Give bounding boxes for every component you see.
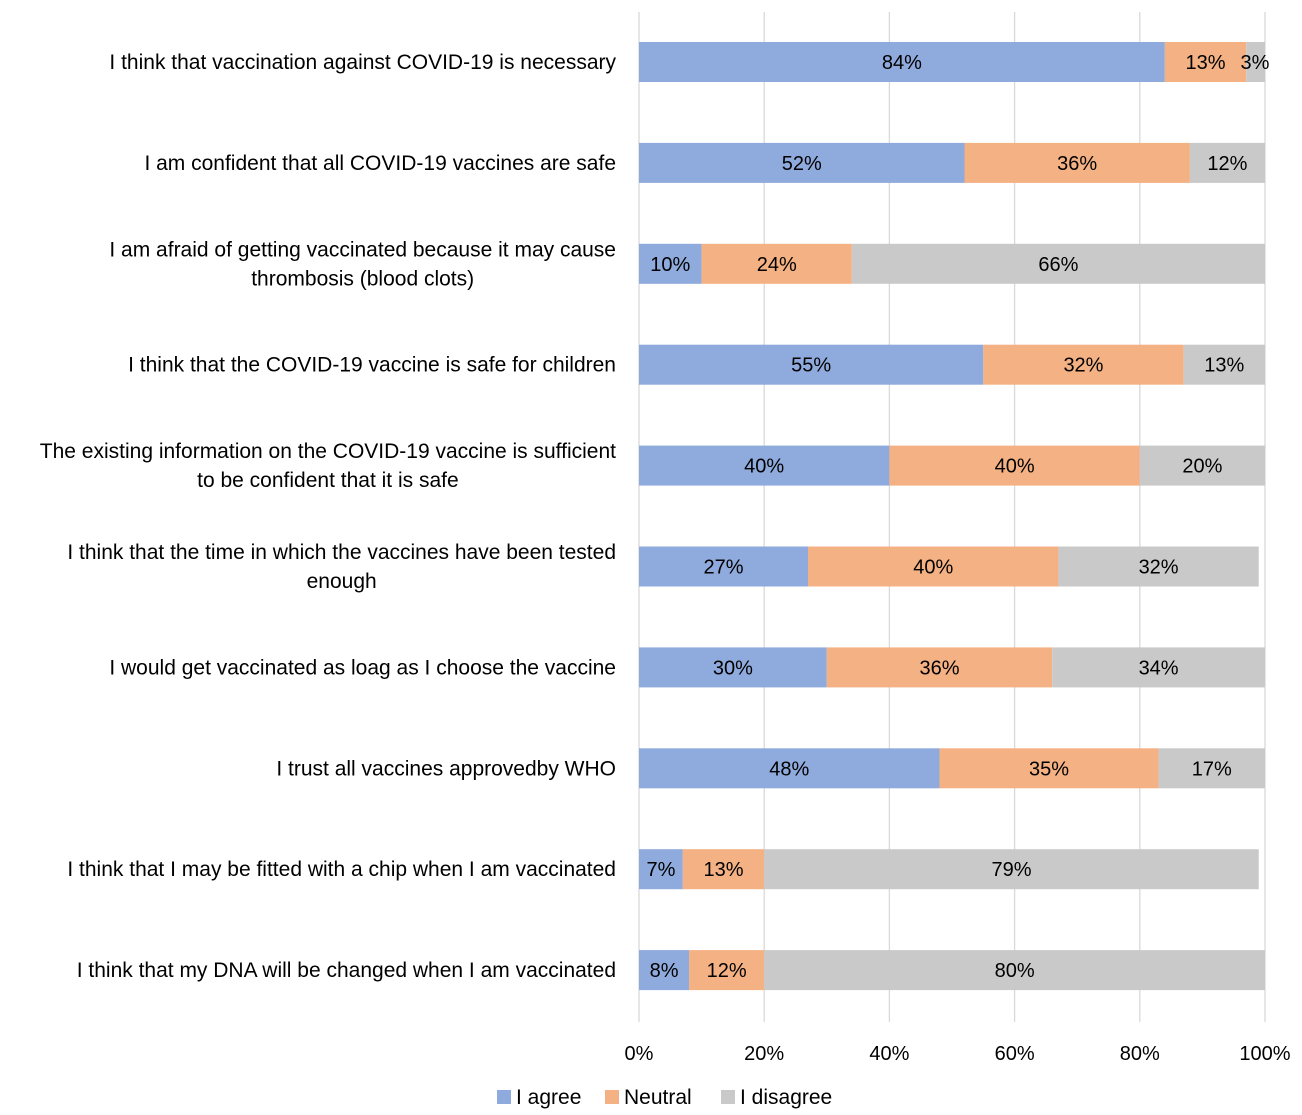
data-label: 27% <box>703 557 743 579</box>
bar-segment <box>682 849 765 890</box>
bar-segment <box>701 243 852 284</box>
x-axis-ticks: 0% 20% 40% 60% 80% 100% <box>625 1043 1291 1065</box>
legend-swatch <box>721 1090 735 1104</box>
category-label: I think that my DNA will be changed when… <box>77 959 616 982</box>
data-label: 32% <box>1063 355 1103 377</box>
data-label: 66% <box>1038 254 1078 276</box>
legend-swatch <box>497 1090 511 1104</box>
data-label: 17% <box>1192 758 1232 780</box>
x-tick-label: 80% <box>1120 1043 1160 1065</box>
data-label: 40% <box>744 456 784 478</box>
legend-label: Neutral <box>624 1086 692 1109</box>
x-tick-label: 100% <box>1239 1043 1290 1065</box>
data-label: 36% <box>919 657 959 679</box>
bar-segment <box>639 142 965 183</box>
x-tick-label: 60% <box>995 1043 1035 1065</box>
data-label: 12% <box>707 960 747 982</box>
category-label: I trust all vaccines approvedby WHO <box>276 757 616 780</box>
bar-segment <box>1189 142 1265 183</box>
category-labels: I think that vaccination against COVID-1… <box>40 51 617 982</box>
bar-segment <box>851 243 1265 284</box>
category-label: I am confident that all COVID-19 vaccine… <box>144 152 616 175</box>
bar-segment <box>1139 445 1265 486</box>
category-label: The existing information on the COVID-19… <box>40 440 616 463</box>
data-label: 8% <box>650 960 679 982</box>
x-tick-label: 0% <box>625 1043 654 1065</box>
data-label: 84% <box>882 52 922 74</box>
bar-segment <box>1183 344 1265 385</box>
bar-segment <box>639 950 690 991</box>
data-label: 40% <box>995 456 1035 478</box>
category-label: I would get vaccinated as loag as I choo… <box>109 656 616 679</box>
category-label: I think that vaccination against COVID-1… <box>109 51 616 74</box>
category-label: I am afraid of getting vaccinated becaus… <box>109 238 616 261</box>
legend-label: I disagree <box>740 1086 832 1109</box>
category-label: to be confident that it is safe <box>197 469 459 492</box>
bar-segment <box>1052 647 1265 688</box>
data-label: 7% <box>646 859 675 881</box>
x-tick-label: 20% <box>744 1043 784 1065</box>
bar-segment <box>1158 748 1265 789</box>
data-label: 20% <box>1182 456 1222 478</box>
bar-segment <box>639 748 940 789</box>
bar-segment <box>1164 42 1247 82</box>
bar-segment <box>764 950 1265 991</box>
data-label: 35% <box>1029 758 1069 780</box>
legend-swatch <box>605 1090 619 1104</box>
category-label: I think that the time in which the vacci… <box>67 541 616 564</box>
bar-segment <box>639 647 827 688</box>
data-label: 48% <box>769 758 809 780</box>
bar-segment <box>983 344 1184 385</box>
data-label: 79% <box>991 859 1031 881</box>
data-label: 32% <box>1139 557 1179 579</box>
bar-segment <box>764 849 1259 890</box>
data-label: 10% <box>650 254 690 276</box>
bar-segment <box>808 546 1059 587</box>
category-label: I think that the COVID-19 vaccine is saf… <box>128 354 616 377</box>
data-label: 13% <box>703 859 743 881</box>
legend-label: I agree <box>516 1086 581 1109</box>
category-label: enough <box>307 570 377 593</box>
data-labels: 84% 13% 3% 52% 36% 12% 10% 24% 66% 55% 32% 13% 40% 40… <box>646 52 1269 982</box>
bars <box>639 42 1265 991</box>
bar-segment <box>826 647 1053 688</box>
data-label: 80% <box>995 960 1035 982</box>
data-label: 3% <box>1241 52 1270 74</box>
category-label: thrombosis (blood clots) <box>251 267 474 290</box>
bar-segment <box>639 445 890 486</box>
category-label: I think that I may be fitted with a chip… <box>67 858 616 881</box>
legend: I agree Neutral I disagree <box>497 1086 832 1109</box>
bar-segment <box>939 748 1159 789</box>
data-label: 34% <box>1139 657 1179 679</box>
bar-segment <box>689 950 765 991</box>
data-label: 36% <box>1057 153 1097 175</box>
bar-segment <box>1058 546 1259 587</box>
data-label: 13% <box>1204 355 1244 377</box>
data-label: 12% <box>1207 153 1247 175</box>
data-label: 40% <box>913 557 953 579</box>
bar-segment <box>639 243 702 284</box>
bar-segment <box>639 344 984 385</box>
x-tick-label: 40% <box>869 1043 909 1065</box>
data-label: 55% <box>791 355 831 377</box>
bar-segment <box>639 849 683 890</box>
data-label: 13% <box>1186 52 1226 74</box>
bar-segment <box>1246 42 1265 82</box>
data-label: 30% <box>713 657 753 679</box>
bar-segment <box>639 42 1165 82</box>
bar-segment <box>889 445 1140 486</box>
bar-segment <box>639 546 809 587</box>
bar-segment <box>964 142 1190 183</box>
data-label: 24% <box>757 254 797 276</box>
data-label: 52% <box>782 153 822 175</box>
